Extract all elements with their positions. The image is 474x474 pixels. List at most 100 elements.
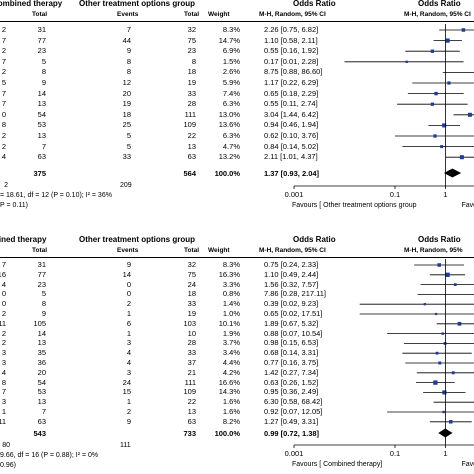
study-weight: 6.3% (222, 131, 240, 140)
study-or-ci: 1.10 [0.49, 2.44] (264, 269, 319, 279)
study-exp-events: 4 (1, 152, 6, 162)
study-exp-events: 7 (1, 99, 6, 109)
study-weight: 4.7% (222, 141, 240, 151)
study-weight: 14.7% (218, 35, 240, 45)
study-exp-events: 1 (1, 407, 6, 416)
study-ctrl-events: 5 (126, 141, 131, 151)
study-estimate-square (448, 420, 453, 424)
study-weight: 16.6% (218, 377, 240, 387)
study-exp-events: 7 (1, 260, 6, 269)
study-ctrl-events: 2 (126, 407, 131, 416)
x-tick-label: 1 (443, 190, 447, 199)
study-exp-total: 54 (37, 377, 46, 387)
study-ctrl-events: 8 (126, 67, 131, 77)
study-ctrl-events: 5 (126, 131, 131, 140)
study-exp-events: 16 (0, 269, 6, 279)
study-weight: 3.7% (222, 338, 240, 348)
study-exp-total: 63 (37, 152, 46, 162)
study-or-ci: 0.39 [0.02, 9.23] (264, 299, 319, 309)
study-ctrl-events: 9 (126, 260, 131, 269)
study-exp-total: 5 (41, 56, 46, 66)
study-ctrl-events: 1 (126, 309, 131, 318)
study-weight: 16.3% (218, 269, 240, 279)
favours-right-label: Favours (462, 461, 474, 468)
study-estimate-square (453, 283, 457, 286)
study-ctrl-events: 33 (122, 152, 131, 162)
study-ctrl-total: 63 (187, 152, 196, 162)
study-or-ci: 0.94 [0.46, 1.94] (264, 120, 319, 130)
study-exp-events: 0 (1, 299, 6, 309)
exp-group-header: bined therapy (0, 235, 47, 244)
x-tick-label: 0.001 (285, 190, 304, 199)
study-ctrl-events: 0 (126, 279, 131, 289)
study-or-ci: 0.17 [0.01, 2.28] (264, 56, 319, 66)
study-exp-events: 11 (0, 416, 6, 426)
study-estimate-square (447, 81, 451, 85)
study-estimate-square (434, 91, 438, 96)
study-weight: 7.4% (222, 88, 240, 98)
or-left-header: Odds Ratio (293, 235, 336, 244)
study-exp-events: 3 (1, 358, 6, 367)
or-right-header: Odds Ratio (418, 235, 461, 244)
study-or-ci: 1.27 [0.49, 3.31] (264, 416, 319, 426)
study-or-ci: 0.77 [0.16, 3.75] (264, 358, 319, 367)
study-exp-events: 5 (1, 78, 6, 87)
total-exp-total: 375 (33, 169, 46, 178)
summary-diamond (443, 168, 462, 178)
study-or-ci: 0.98 [0.15, 6.53] (264, 338, 319, 348)
study-ctrl-events: 14 (122, 269, 131, 279)
study-exp-events: 2 (1, 309, 6, 318)
study-estimate-square (451, 371, 455, 375)
study-exp-events: 4 (1, 367, 6, 377)
study-exp-events: 8 (1, 377, 6, 387)
study-ctrl-events: 18 (122, 109, 131, 119)
study-exp-total: 14 (37, 328, 46, 338)
study-ctrl-events: 7 (126, 25, 131, 34)
study-weight: 6.3% (222, 99, 240, 109)
total-or-ci: 1.37 [0.93, 2.04] (264, 169, 320, 178)
study-exp-total: 31 (37, 260, 46, 269)
exp-group-header: Combined therapy (0, 0, 63, 8)
study-weight: 3.3% (222, 279, 240, 289)
study-ctrl-events: 12 (122, 78, 131, 87)
study-estimate-square (441, 332, 444, 335)
study-estimate-square (435, 351, 439, 355)
study-weight: 1.5% (222, 56, 240, 66)
ctrl-group-header: Other treatment options group (79, 235, 195, 244)
study-exp-total: 5 (41, 289, 46, 299)
total-ctrl-events: 111 (120, 442, 131, 449)
total-ctrl-events: 209 (120, 182, 132, 189)
study-or-ci: 1.17 [0.22, 6.29] (264, 78, 319, 87)
study-weight: 1.0% (222, 309, 240, 318)
study-weight: 14.3% (218, 387, 240, 397)
study-exp-total: 63 (37, 416, 46, 426)
ctrl-group-header: Other treatment options group (79, 0, 195, 8)
study-or-ci: 0.63 [0.26, 1.52] (264, 377, 319, 387)
study-estimate-square (423, 303, 427, 306)
or-right-header: Odds Ratio (418, 0, 461, 8)
study-exp-events: 2 (1, 338, 6, 348)
or-right-subheader: M-H, Random, 95% (404, 247, 463, 254)
study-or-ci: 6.30 [0.58, 68.42] (264, 397, 323, 407)
study-ctrl-total: 19 (187, 78, 196, 87)
study-ctrl-total: 18 (187, 289, 196, 299)
study-or-ci: 0.95 [0.36, 2.49] (264, 387, 319, 397)
study-exp-total: 54 (37, 109, 46, 119)
study-ctrl-events: 20 (122, 88, 131, 98)
study-ctrl-total: 13 (187, 407, 196, 416)
total-exp-events: 2 (4, 182, 8, 189)
study-exp-total: 9 (41, 309, 46, 318)
study-estimate-square (443, 341, 447, 345)
study-or-ci: 3.04 [1.44, 6.42] (264, 109, 319, 119)
study-ctrl-events: 3 (126, 367, 131, 377)
study-exp-events: 11 (0, 318, 6, 328)
study-weight: 1.9% (222, 328, 240, 338)
study-exp-total: 31 (37, 25, 46, 34)
ctrl-events-header: Events (117, 11, 139, 18)
study-weight: 6.9% (222, 46, 240, 56)
study-ctrl-events: 15 (122, 387, 131, 397)
study-exp-total: 13 (37, 99, 46, 109)
study-exp-events: 7 (1, 88, 6, 98)
study-ctrl-total: 10 (187, 328, 196, 338)
total-weight: 100.0% (214, 169, 240, 178)
